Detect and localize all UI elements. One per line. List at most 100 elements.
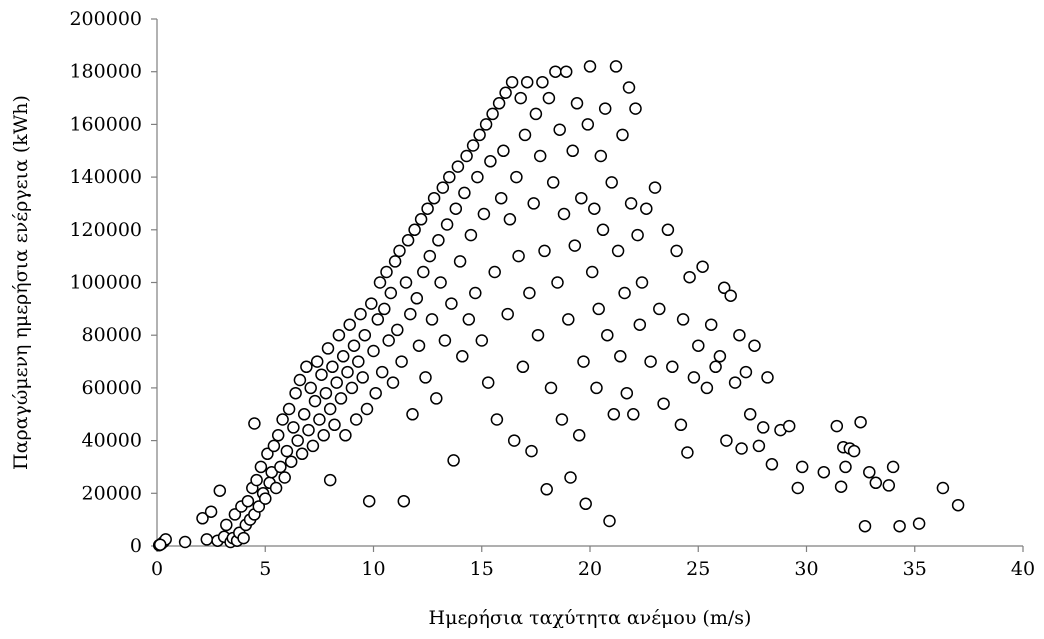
data-point — [466, 139, 480, 152]
data-point — [421, 202, 434, 215]
data-point — [518, 128, 532, 142]
data-point — [912, 517, 926, 530]
data-point — [362, 494, 376, 508]
y-tick-label: 60000 — [82, 377, 142, 399]
data-point — [834, 480, 848, 493]
data-point — [321, 342, 335, 355]
data-point — [520, 75, 534, 89]
data-point — [629, 102, 642, 115]
data-point — [248, 417, 261, 430]
data-point — [544, 381, 558, 395]
tick-labels: 0 5 10 15 20 25 30 35 40 0 20000 40000 60000 80000 100… — [69, 8, 1035, 580]
data-point — [276, 413, 289, 426]
data-point — [440, 218, 454, 231]
data-point — [453, 255, 467, 268]
data-point — [512, 249, 525, 263]
data-point — [503, 213, 517, 226]
data-point — [858, 519, 872, 533]
data-point — [709, 360, 722, 374]
data-point — [254, 460, 268, 474]
data-point — [153, 538, 167, 551]
data-point — [523, 286, 536, 300]
y-tick-label: 100000 — [69, 272, 142, 294]
x-tick-label: 15 — [470, 558, 494, 580]
data-point — [533, 149, 547, 163]
data-point — [293, 373, 307, 387]
data-point — [343, 318, 356, 331]
data-point — [594, 149, 608, 163]
data-point — [484, 155, 497, 168]
axes — [151, 18, 1024, 552]
data-point — [538, 244, 551, 258]
data-point — [386, 376, 400, 389]
data-point — [220, 518, 233, 532]
data-point — [241, 494, 255, 508]
data-point — [882, 479, 896, 492]
data-point — [583, 60, 597, 73]
data-point — [423, 249, 437, 263]
data-point — [460, 149, 473, 163]
data-point — [367, 344, 380, 358]
data-point — [269, 481, 283, 495]
data-point — [549, 65, 562, 78]
data-point — [648, 181, 662, 194]
data-point — [302, 423, 315, 437]
data-point — [869, 476, 883, 490]
data-point — [704, 318, 718, 331]
data-point — [681, 446, 694, 459]
data-point — [687, 371, 701, 384]
data-point — [553, 123, 566, 136]
data-point — [358, 328, 372, 342]
y-axis-title: Παραγώμενη ημερήσια ενέργεια (kWh) — [10, 95, 32, 470]
data-point — [289, 386, 302, 400]
data-point — [410, 292, 424, 305]
data-point — [417, 265, 430, 279]
data-point — [401, 234, 415, 247]
data-point — [397, 494, 411, 508]
x-tick-label: 5 — [259, 558, 271, 580]
data-point — [782, 419, 796, 433]
data-point — [748, 339, 761, 352]
x-tick-label: 20 — [578, 558, 602, 580]
data-point — [332, 328, 346, 342]
data-point — [720, 434, 733, 447]
data-point — [284, 455, 298, 468]
data-point — [893, 519, 906, 533]
data-point — [345, 381, 359, 395]
data-point — [525, 444, 538, 458]
data-point — [196, 512, 209, 525]
data-point — [395, 355, 408, 368]
data-point — [259, 492, 272, 505]
data-point — [436, 181, 450, 194]
data-point — [577, 355, 590, 368]
data-point — [427, 191, 441, 205]
data-point — [713, 350, 727, 363]
data-point — [633, 318, 647, 331]
data-point — [295, 447, 309, 461]
data-point — [297, 408, 311, 421]
data-point — [666, 360, 679, 374]
data-point — [592, 302, 605, 316]
data-point — [492, 97, 506, 110]
data-point — [817, 465, 831, 479]
y-tick-label: 40000 — [82, 430, 142, 452]
data-point — [280, 444, 294, 458]
data-point — [319, 386, 333, 400]
data-point — [250, 473, 263, 487]
data-point — [886, 460, 900, 474]
data-point — [419, 371, 432, 384]
data-point — [414, 213, 428, 226]
data-point — [562, 313, 575, 326]
data-point — [516, 360, 530, 374]
data-point — [497, 144, 510, 158]
data-point — [380, 265, 393, 279]
data-point — [575, 191, 588, 205]
x-tick-label: 10 — [361, 558, 385, 580]
data-point — [847, 444, 861, 458]
data-point — [640, 202, 653, 215]
data-point — [531, 328, 545, 342]
data-point — [451, 160, 465, 173]
data-point — [635, 276, 649, 289]
data-point — [306, 439, 320, 453]
